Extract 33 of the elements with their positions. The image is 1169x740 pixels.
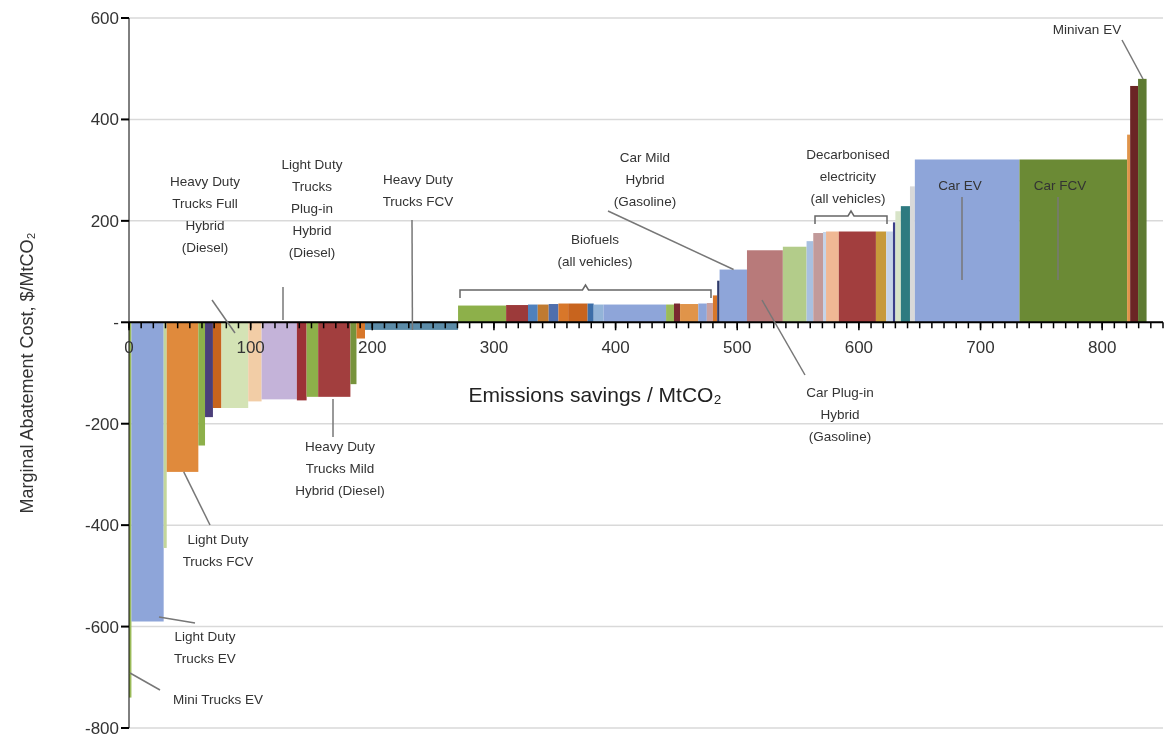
annotation: Car FCV — [1033, 177, 1087, 193]
x-tick-label: 700 — [966, 338, 995, 358]
annotation: Mini Trucks EV — [172, 691, 264, 707]
y-tick-label: 600 — [90, 9, 119, 29]
annotation: Heavy Duty Trucks Full Hybrid (Diesel) — [170, 173, 241, 255]
y-tick-label: 400 — [90, 110, 119, 130]
x-tick-label: 0 — [124, 338, 134, 358]
x-tick-label: 200 — [358, 338, 387, 358]
annotation: Heavy Duty Trucks FCV — [382, 171, 454, 209]
annotation: Car EV — [938, 177, 982, 193]
y-axis-title: Marginal Abatement Cost, $/MtCO₂ — [16, 232, 37, 514]
y-tick-label: -400 — [84, 516, 119, 536]
annotation: Car Mild Hybrid (Gasoline) — [613, 149, 677, 209]
annotation: Light Duty Trucks Plug-in Hybrid (Diesel) — [281, 156, 343, 260]
annotation: Light Duty Trucks FCV — [182, 531, 254, 569]
x-tick-label: 100 — [236, 338, 265, 358]
x-tick-label: 800 — [1087, 338, 1117, 358]
annotation: Heavy Duty Trucks Mild Hybrid (Diesel) — [295, 438, 385, 498]
annotation: Light Duty Trucks EV — [174, 628, 236, 666]
annotation: Decarbonised electricity (all vehicles) — [806, 146, 890, 206]
x-tick-label: 400 — [601, 338, 630, 358]
annotation: Minivan EV — [1052, 21, 1122, 37]
x-axis-title: Emissions savings / MtCO₂ — [468, 383, 722, 407]
y-tick-label: -800 — [84, 719, 119, 739]
y-tick-label: -600 — [84, 617, 119, 637]
x-tick-label: 300 — [479, 338, 509, 358]
y-tick-label: 200 — [90, 211, 119, 231]
y-tick-label: -200 — [84, 414, 119, 434]
y-tick-label: - — [113, 313, 119, 333]
x-tick-label: 600 — [844, 338, 874, 358]
x-tick-label: 500 — [723, 338, 752, 358]
annotation: Biofuels (all vehicles) — [557, 231, 633, 269]
annotation: Car Plug-in Hybrid (Gasoline) — [806, 384, 874, 444]
